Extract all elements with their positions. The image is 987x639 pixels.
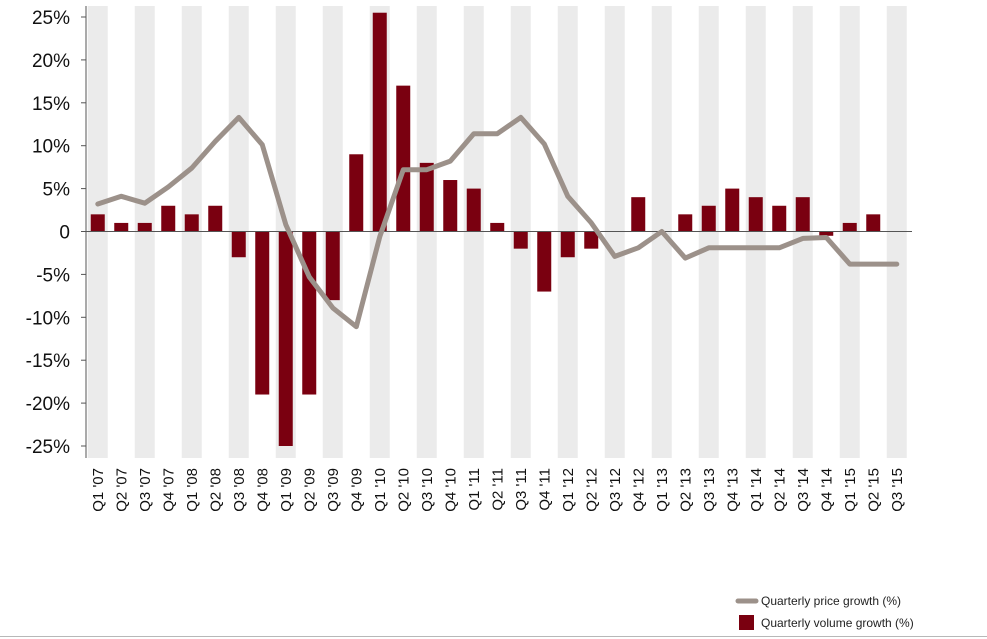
volume-bar (302, 231, 317, 395)
volume-bar (255, 231, 270, 395)
volume-bar (537, 231, 552, 292)
x-tick-label: Q1 '09 (278, 468, 295, 512)
volume-bar (114, 222, 129, 232)
volume-bar (231, 231, 246, 258)
volume-bar (137, 222, 152, 232)
x-tick-label: Q2 '09 (301, 468, 318, 512)
y-tick-label: -5% (36, 265, 70, 286)
x-tick-label: Q2 '08 (207, 468, 224, 512)
x-tick-label: Q3 '08 (231, 468, 248, 512)
x-tick-label: Q3 '09 (325, 468, 342, 512)
x-tick-label: Q2 '10 (395, 468, 412, 512)
volume-bar (678, 214, 693, 232)
x-tick-label: Q1 '15 (842, 468, 859, 512)
x-tick-label: Q4 '10 (442, 468, 459, 512)
x-tick-label: Q1 '07 (90, 468, 107, 512)
volume-bar (748, 197, 763, 232)
y-tick-label: -25% (26, 437, 70, 458)
x-tick-label: Q1 '13 (654, 468, 671, 512)
y-tick-label: 15% (32, 94, 70, 115)
y-tick-label: 25% (32, 8, 70, 29)
price-line (95, 114, 900, 330)
x-tick-label: Q4 '12 (630, 468, 647, 512)
x-tick-label: Q4 '09 (348, 468, 365, 512)
x-tick-label: Q1 '10 (372, 468, 389, 512)
volume-bar (560, 231, 575, 258)
x-tick-label: Q4 '14 (818, 468, 835, 512)
x-tick-label: Q3 '15 (889, 468, 906, 512)
y-tick-label: -20% (26, 394, 70, 415)
x-tick-label: Q3 '10 (419, 468, 436, 512)
x-tick-label: Q1 '08 (184, 468, 201, 512)
volume-bar (208, 205, 223, 232)
x-tick-label: Q2 '12 (583, 468, 600, 512)
volume-bar (795, 197, 810, 232)
y-tick-label: 0 (59, 223, 70, 244)
y-tick-label: 20% (32, 51, 70, 72)
legend-volume-swatch (739, 615, 754, 630)
volume-bar (184, 214, 199, 232)
volume-bar (866, 214, 881, 232)
volume-bars (90, 12, 881, 446)
volume-bar (584, 231, 599, 249)
volume-bar (819, 231, 834, 236)
x-tick-label: Q3 '13 (701, 468, 718, 512)
x-tick-label: Q1 '14 (748, 468, 765, 512)
x-tick-label: Q2 '11 (489, 468, 506, 511)
x-tick-label: Q2 '07 (113, 468, 130, 512)
volume-bar (278, 231, 293, 446)
x-tick-label: Q3 '11 (513, 468, 530, 511)
volume-bar (396, 85, 411, 232)
volume-bar (490, 222, 505, 232)
x-tick-label: Q1 '11 (466, 468, 483, 511)
legend-volume-label: Quarterly volume growth (%) (761, 616, 914, 630)
legend-price-label: Quarterly price growth (%) (761, 594, 901, 608)
volume-bar (466, 188, 481, 232)
x-tick-label: Q4 '07 (160, 468, 177, 512)
volume-bar (701, 205, 716, 232)
volume-bar (349, 154, 364, 232)
volume-bar (443, 180, 458, 232)
y-tick-label: 5% (43, 180, 71, 201)
x-tick-label: Q1 '12 (560, 468, 577, 512)
x-tick-label: Q4 '11 (536, 468, 553, 511)
volume-bar (772, 205, 787, 232)
volume-bar (842, 222, 857, 232)
volume-bar (513, 231, 528, 249)
volume-bar (725, 188, 740, 232)
volume-bar (90, 214, 105, 232)
x-tick-label: Q2 '15 (865, 468, 882, 512)
y-tick-label: -15% (26, 351, 70, 372)
price-line-group (95, 114, 900, 330)
y-axis: 25% 20% 15% 10% 5% 0 -5% -10% -15% -20% -25% (26, 6, 87, 458)
y-tick-label: -10% (26, 308, 70, 329)
volume-bar (631, 197, 646, 232)
x-tick-label: Q4 '13 (724, 468, 741, 512)
bottom-rule (0, 636, 987, 637)
y-tick-label: 10% (32, 137, 70, 158)
volume-bar (372, 12, 387, 232)
legend: Quarterly price growth (%) Quarterly vol… (735, 594, 914, 630)
x-tick-label: Q3 '14 (795, 468, 812, 512)
volume-bar (419, 162, 434, 232)
volume-bar (325, 231, 340, 301)
x-tick-label: Q3 '07 (137, 468, 154, 512)
x-tick-label: Q2 '14 (771, 468, 788, 512)
x-tick-label: Q3 '12 (607, 468, 624, 512)
volume-bar (161, 205, 176, 232)
x-tick-label: Q2 '13 (677, 468, 694, 512)
x-tick-label: Q4 '08 (254, 468, 271, 512)
x-axis-labels: Q1 '07 Q2 '07 Q3 '07 Q4 '07 Q1 '08 Q2 '08 Q3 '… (90, 468, 906, 512)
